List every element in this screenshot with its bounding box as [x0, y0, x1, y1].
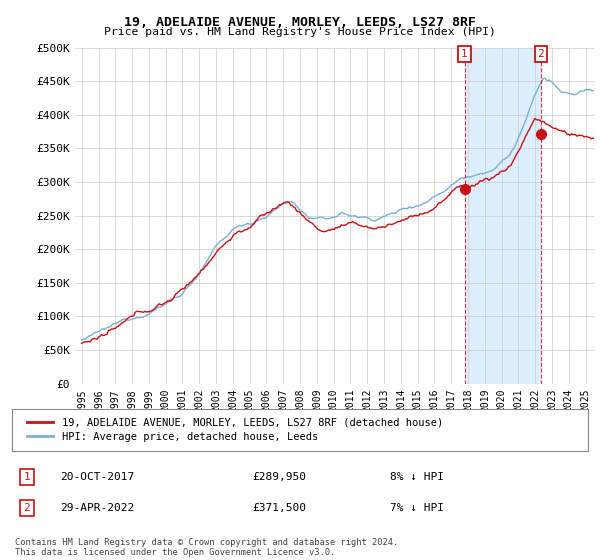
Text: £371,500: £371,500	[252, 503, 306, 513]
Legend: 19, ADELAIDE AVENUE, MORLEY, LEEDS, LS27 8RF (detached house), HPI: Average pric: 19, ADELAIDE AVENUE, MORLEY, LEEDS, LS27…	[23, 413, 447, 446]
Text: 8% ↓ HPI: 8% ↓ HPI	[390, 472, 444, 482]
Text: Price paid vs. HM Land Registry's House Price Index (HPI): Price paid vs. HM Land Registry's House …	[104, 27, 496, 37]
Text: 2: 2	[23, 503, 31, 513]
Text: 29-APR-2022: 29-APR-2022	[60, 503, 134, 513]
Text: £289,950: £289,950	[252, 472, 306, 482]
Text: Contains HM Land Registry data © Crown copyright and database right 2024.
This d: Contains HM Land Registry data © Crown c…	[15, 538, 398, 557]
Text: 7% ↓ HPI: 7% ↓ HPI	[390, 503, 444, 513]
Text: 2: 2	[538, 49, 544, 59]
Text: 1: 1	[23, 472, 31, 482]
Text: 19, ADELAIDE AVENUE, MORLEY, LEEDS, LS27 8RF: 19, ADELAIDE AVENUE, MORLEY, LEEDS, LS27…	[124, 16, 476, 29]
Bar	[464, 48, 541, 384]
Text: 1: 1	[461, 49, 468, 59]
Text: 20-OCT-2017: 20-OCT-2017	[60, 472, 134, 482]
